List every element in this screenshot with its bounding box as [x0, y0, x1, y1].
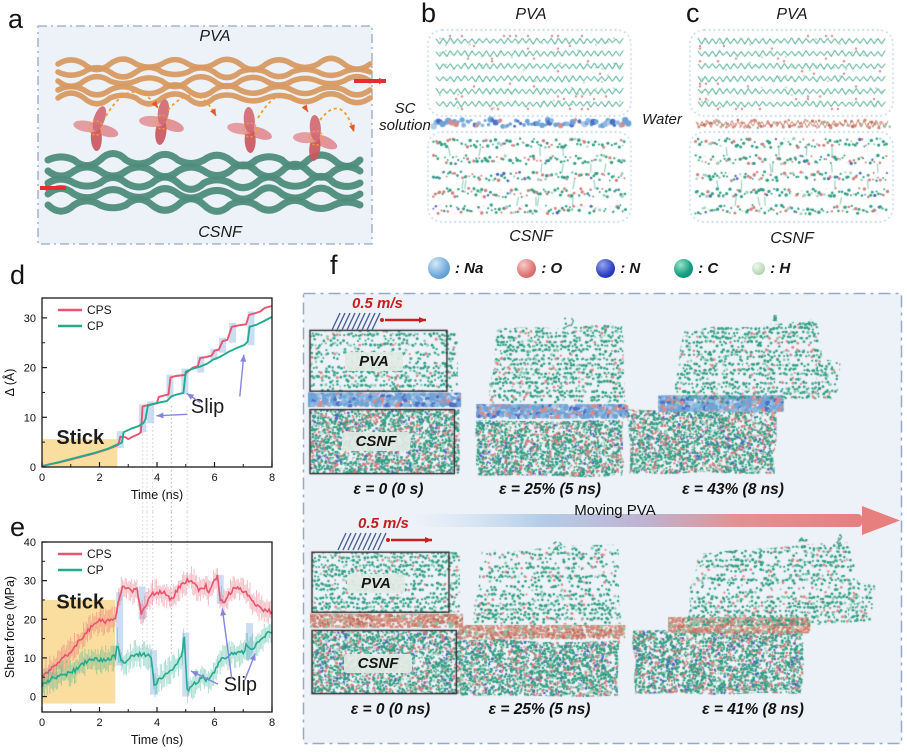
legend-label-n: : N	[620, 259, 641, 277]
panel-c-molecular-model	[688, 24, 898, 228]
svg-text:30: 30	[24, 576, 36, 588]
svg-text:20: 20	[24, 363, 36, 375]
panel-b-molecular-model	[426, 24, 636, 228]
panel-e-label: e	[10, 512, 26, 542]
panel-c-label: c	[686, 0, 700, 28]
panel-d-label: d	[10, 260, 26, 290]
velocity-label-bottom: 0.5 m/s	[358, 515, 409, 532]
panel-a-csnf-label: CSNF	[198, 224, 242, 241]
na-atom-icon	[428, 257, 450, 279]
legend-item-c: : C	[674, 258, 719, 278]
svg-text:Δ (Å): Δ (Å)	[2, 369, 17, 397]
svg-text:CP: CP	[87, 563, 104, 577]
legend-item-n: : N	[596, 258, 641, 278]
atom-legend: : Na : O : N : C : H	[428, 252, 824, 284]
svg-text:CPS: CPS	[87, 547, 112, 561]
snapshot-csnf-label: CSNF	[342, 432, 410, 451]
snapshot-caption: ε = 0 (0 s)	[353, 481, 424, 498]
svg-text:6: 6	[211, 717, 217, 729]
svg-text:40: 40	[24, 537, 36, 549]
svg-text:0: 0	[39, 717, 45, 729]
moving-pva-label: Moving PVA	[574, 502, 656, 519]
snapshot-water-late	[628, 530, 878, 698]
svg-text:Shear force (MPa): Shear force (MPa)	[3, 576, 17, 678]
shear-force-chart: Stick 0 2 4 6 8 0 10 20 30 40 Time (ns) Shear force …	[3, 512, 275, 747]
svg-text:0: 0	[30, 462, 36, 474]
panel-a-illustration	[37, 25, 386, 245]
snapshot-caption: ε = 0 (0 ns)	[350, 701, 431, 718]
panel-f-label: f	[330, 250, 338, 280]
legend-label-h: : H	[770, 259, 791, 277]
svg-text:Time (ns): Time (ns)	[131, 733, 183, 747]
svg-text:CPS: CPS	[87, 303, 112, 317]
h-atom-icon	[752, 261, 766, 275]
spring-icon	[337, 532, 432, 551]
snapshot-water-mid	[452, 534, 627, 698]
svg-text:CP: CP	[87, 319, 104, 333]
panel-c-csnf-label: CSNF	[770, 230, 814, 247]
panel-a-label: a	[8, 4, 24, 34]
svg-text:10: 10	[24, 412, 36, 424]
panel-b-label: b	[421, 0, 437, 28]
svg-text:20: 20	[24, 614, 36, 626]
snapshot-pva-label: PVA	[345, 352, 403, 371]
snapshot-caption: ε = 25% (5 ns)	[499, 481, 601, 498]
svg-text:10: 10	[24, 653, 36, 665]
snapshot-caption: ε = 43% (8 ns)	[682, 481, 784, 498]
svg-text:0: 0	[30, 692, 36, 704]
snapshot-sc-late	[623, 306, 843, 478]
svg-text:30: 30	[24, 313, 36, 325]
panel-b-pva-label: PVA	[515, 6, 547, 23]
o-atom-icon	[517, 258, 537, 278]
svg-text:Stick: Stick	[56, 427, 105, 449]
legend-label-c: : C	[698, 259, 719, 277]
svg-text:Stick: Stick	[56, 591, 105, 613]
legend-label-o: : O	[541, 259, 563, 277]
velocity-label-top: 0.5 m/s	[352, 295, 403, 312]
snapshot-sc-initial	[306, 316, 471, 476]
panel-c-pva-label: PVA	[776, 6, 808, 23]
snapshot-sc-mid	[470, 312, 630, 478]
svg-text:2: 2	[96, 717, 102, 729]
svg-text:2: 2	[96, 472, 102, 484]
snapshot-pva-label: PVA	[347, 574, 405, 593]
legend-item-na: : Na	[428, 257, 483, 279]
panel-a-pva-label: PVA	[199, 28, 231, 45]
moving-pva-arrow	[414, 506, 900, 535]
n-atom-icon	[596, 258, 616, 278]
sc-solution-label: SC solution	[379, 100, 431, 134]
legend-item-o: : O	[517, 258, 563, 278]
water-label: Water	[642, 111, 682, 128]
svg-text:4: 4	[154, 717, 160, 729]
svg-text:6: 6	[211, 472, 217, 484]
svg-text:0: 0	[39, 472, 45, 484]
snapshot-caption: ε = 41% (8 ns)	[702, 701, 804, 718]
svg-text:8: 8	[269, 472, 275, 484]
svg-text:4: 4	[154, 472, 160, 484]
svg-text:8: 8	[269, 717, 275, 729]
panel-b-csnf-label: CSNF	[509, 228, 553, 245]
svg-text:Slip: Slip	[224, 674, 257, 696]
c-atom-icon	[674, 258, 694, 278]
legend-item-h: : H	[752, 260, 790, 277]
snapshot-csnf-label: CSNF	[344, 654, 412, 673]
spring-icon	[331, 312, 426, 331]
snapshot-caption: ε = 25% (5 ns)	[488, 701, 591, 718]
legend-label-na: : Na	[455, 259, 484, 277]
svg-text:Time (ns): Time (ns)	[131, 488, 183, 502]
